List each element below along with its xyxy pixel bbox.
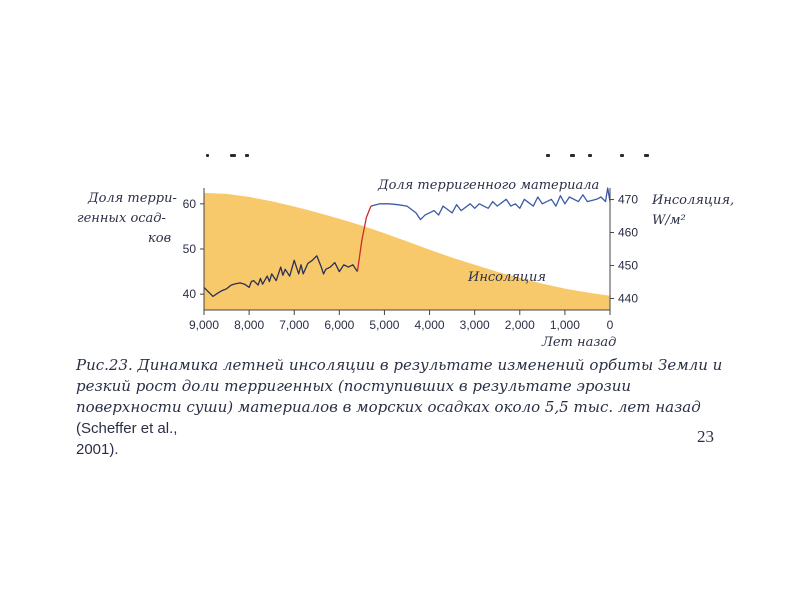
left-tick-label: 60 xyxy=(183,197,197,211)
left-axis-label-line-2: генных осад- xyxy=(77,211,166,226)
x-tick-label: 8,000 xyxy=(234,318,264,332)
x-tick-label: 7,000 xyxy=(279,318,309,332)
x-tick-label: 6,000 xyxy=(324,318,354,332)
terrigenous-series-label: Доля терригенного материала xyxy=(377,178,599,193)
right-tick-label: 460 xyxy=(618,226,638,240)
figure-caption: Рис.23. Динамика летней инсоляции в резу… xyxy=(76,355,736,460)
tick-layer: 9,000 8,000 7,000 6,000 5,000 4,000 3,000 2,000… xyxy=(183,193,639,332)
x-tick-label: 1,000 xyxy=(550,318,580,332)
x-tick-label: 0 xyxy=(607,318,614,332)
right-tick-label: 470 xyxy=(618,193,638,207)
series-line-1 xyxy=(203,255,358,298)
x-tick-label: 3,000 xyxy=(460,318,490,332)
x-axis-label: Лет назад xyxy=(541,335,616,350)
right-axis-label-line-2: W/м² xyxy=(652,213,686,228)
left-tick-label: 50 xyxy=(183,242,197,256)
insolation-area xyxy=(204,192,610,310)
x-tick-label: 5,000 xyxy=(369,318,399,332)
insolation-series-label: Инсоляция xyxy=(467,270,546,285)
insolation-area-layer xyxy=(204,192,610,310)
caption-citation-year: 2001). xyxy=(76,441,119,458)
series-line-2 xyxy=(356,205,372,272)
right-tick-label: 450 xyxy=(618,258,638,272)
caption-citation-main: (Scheffer et al., xyxy=(76,420,178,437)
left-tick-label: 40 xyxy=(183,287,197,301)
caption-text: Рис.23. Динамика летней инсоляции в резу… xyxy=(76,356,723,416)
right-axis-label-line-1: Инсоляция, xyxy=(651,193,734,208)
x-tick-label: 4,000 xyxy=(415,318,445,332)
left-axis-label-line-3: ков xyxy=(148,231,171,246)
cropped-text-strip xyxy=(200,148,655,162)
x-tick-label: 2,000 xyxy=(505,318,535,332)
right-tick-label: 440 xyxy=(618,291,638,305)
series-line-3 xyxy=(370,187,611,221)
left-axis-label-line-1: Доля терри- xyxy=(87,191,177,206)
series-lines-layer xyxy=(203,187,611,298)
page-number: 23 xyxy=(697,427,714,446)
x-tick-label: 9,000 xyxy=(189,318,219,332)
